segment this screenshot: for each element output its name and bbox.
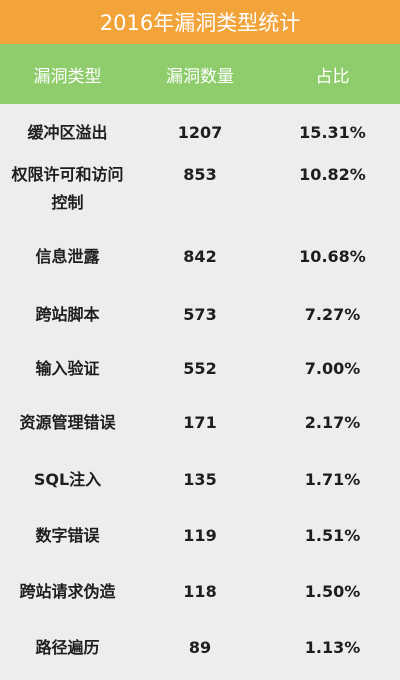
cell-count: 552 bbox=[183, 359, 217, 378]
table-row: 缓冲区溢出 1207 15.31% bbox=[0, 104, 400, 160]
table-row: SQL注入 135 1.71% bbox=[0, 466, 400, 522]
cell-count: 853 bbox=[183, 165, 217, 184]
cell-type: 跨站请求伪造 bbox=[0, 578, 135, 606]
cell-count: 573 bbox=[183, 305, 217, 324]
header-ratio: 占比 bbox=[315, 66, 350, 87]
cell-type: 缓冲区溢出 bbox=[0, 119, 135, 147]
page-title: 2016年漏洞类型统计 bbox=[0, 0, 400, 44]
table-row: 跨站脚本 573 7.27% bbox=[0, 301, 400, 355]
cell-ratio: 1.13% bbox=[304, 638, 361, 657]
header-type: 漏洞类型 bbox=[33, 66, 102, 87]
header-count: 漏洞数量 bbox=[166, 66, 234, 87]
table-row: 跨站请求伪造 118 1.50% bbox=[0, 578, 400, 634]
cell-ratio: 10.82% bbox=[299, 165, 366, 184]
cell-type-text: 输入验证 bbox=[35, 359, 100, 378]
cell-type-text: 路径遍历 bbox=[35, 638, 100, 657]
cell-count: 119 bbox=[183, 526, 217, 545]
cell-type-text: 跨站请求伪造 bbox=[19, 582, 116, 601]
cell-type: 跨站脚本 bbox=[0, 301, 135, 329]
cell-type-text: SQL注入 bbox=[33, 470, 102, 489]
cell-type: 资源管理错误 bbox=[0, 409, 135, 437]
table-row: 资源管理错误 171 2.17% bbox=[0, 409, 400, 466]
cell-ratio: 1.51% bbox=[304, 526, 361, 545]
cell-ratio: 1.71% bbox=[304, 470, 361, 489]
table-row: 路径遍历 89 1.13% bbox=[0, 634, 400, 674]
cell-type-text: 权限许可和访问控制 bbox=[11, 165, 124, 212]
table-row: 权限许可和访问控制 853 10.82% bbox=[0, 160, 400, 243]
cell-count: 135 bbox=[183, 470, 217, 489]
cell-type: SQL注入 bbox=[0, 466, 135, 494]
cell-ratio: 2.17% bbox=[304, 413, 361, 432]
table-header: 漏洞类型 漏洞数量 占比 bbox=[0, 44, 400, 104]
cell-count: 171 bbox=[183, 413, 217, 432]
cell-ratio: 10.68% bbox=[299, 247, 366, 266]
cell-type-text: 跨站脚本 bbox=[35, 305, 100, 324]
cell-count: 1207 bbox=[177, 123, 223, 142]
table-row: 信息泄露 842 10.68% bbox=[0, 243, 400, 301]
cell-type-text: 资源管理错误 bbox=[19, 413, 116, 432]
table-row: 输入验证 552 7.00% bbox=[0, 355, 400, 409]
cell-ratio: 15.31% bbox=[299, 123, 366, 142]
table-body: 缓冲区溢出 1207 15.31% 权限许可和访问控制 853 10.82% 信… bbox=[0, 104, 400, 674]
cell-count: 842 bbox=[183, 247, 217, 266]
cell-type: 数字错误 bbox=[0, 522, 135, 550]
table-row: 数字错误 119 1.51% bbox=[0, 522, 400, 578]
cell-type: 输入验证 bbox=[0, 355, 135, 383]
cell-type: 路径遍历 bbox=[0, 634, 135, 662]
cell-type-text: 信息泄露 bbox=[35, 247, 100, 266]
cell-ratio: 7.00% bbox=[304, 359, 361, 378]
cell-ratio: 7.27% bbox=[304, 305, 361, 324]
cell-ratio: 1.50% bbox=[304, 582, 361, 601]
cell-count: 118 bbox=[183, 582, 217, 601]
cell-type-text: 数字错误 bbox=[35, 526, 100, 545]
cell-type-text: 缓冲区溢出 bbox=[27, 123, 108, 142]
cell-count: 89 bbox=[188, 638, 212, 657]
cell-type: 信息泄露 bbox=[0, 243, 135, 271]
cell-type: 权限许可和访问控制 bbox=[0, 161, 135, 217]
